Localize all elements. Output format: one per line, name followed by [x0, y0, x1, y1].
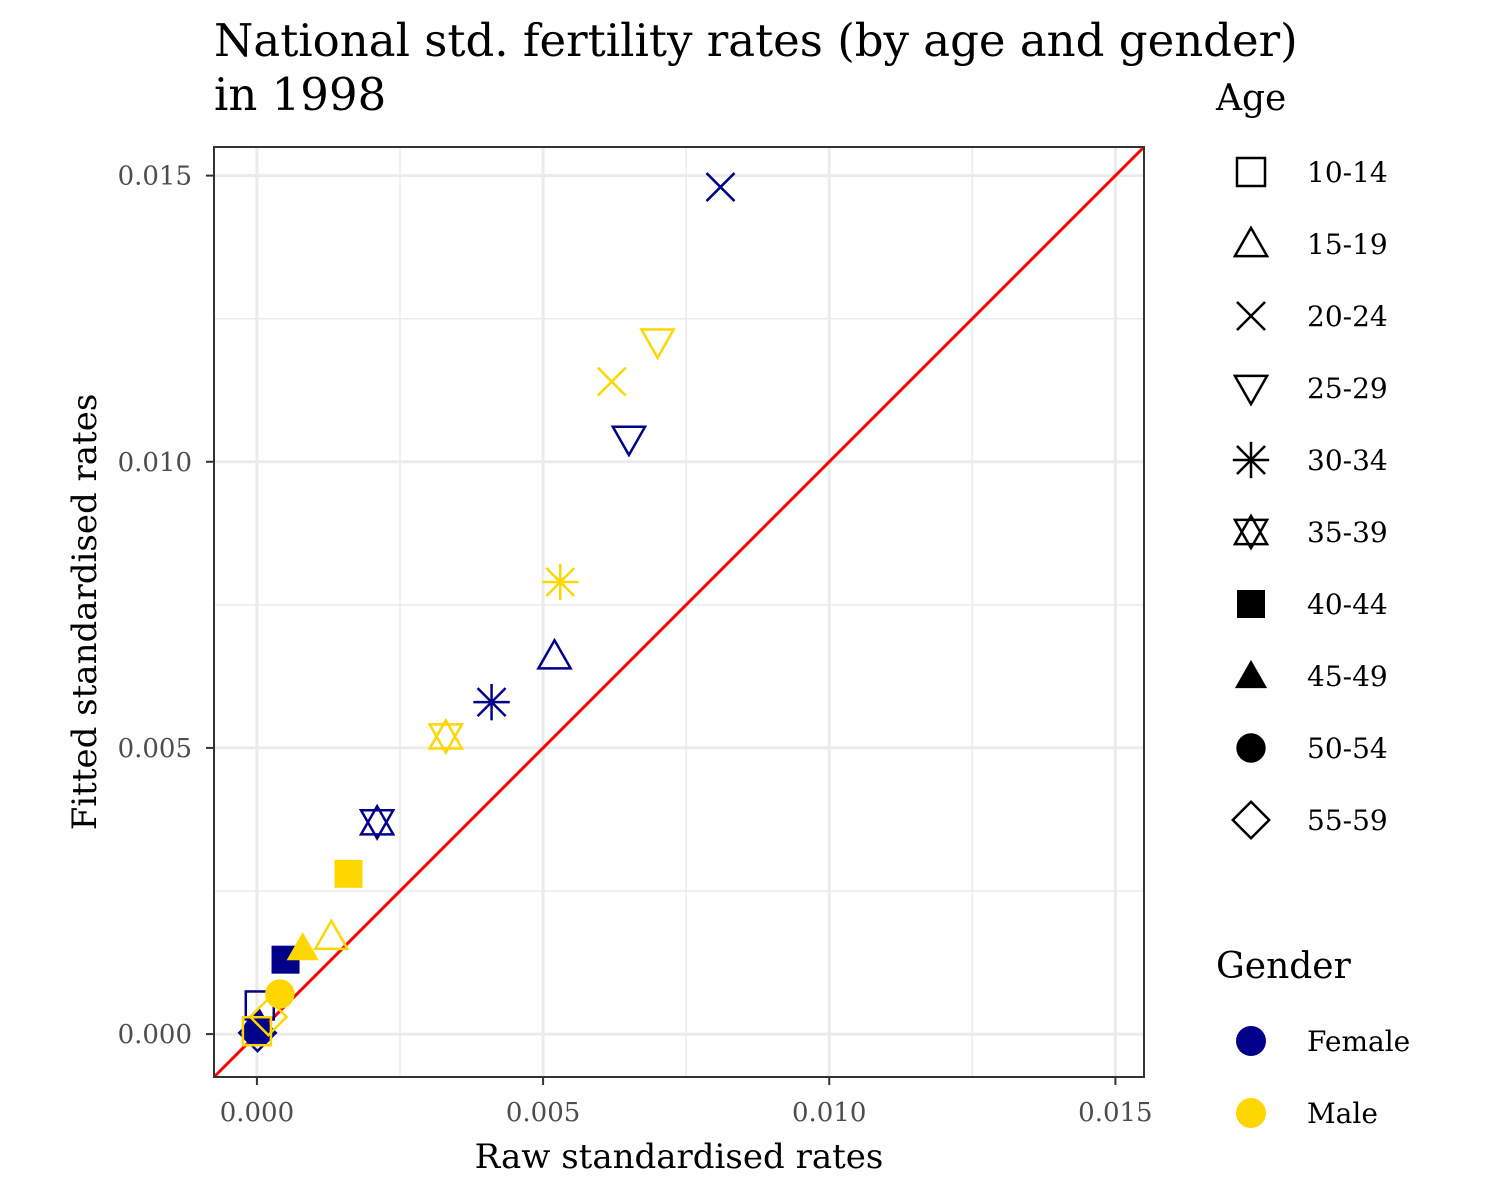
- legend-key-10-14: [1235, 156, 1267, 188]
- point-male-15-19: [313, 918, 350, 951]
- legend-label-male: Male: [1307, 1097, 1378, 1130]
- legend-label-15-19: 15-19: [1307, 228, 1388, 261]
- chart-title-line-1: National std. fertility rates (by age an…: [214, 14, 1298, 67]
- legend-label-female: Female: [1307, 1025, 1410, 1058]
- legend-key-45-49: [1234, 659, 1268, 689]
- x-axis: 0.000 0.005 0.010 0.015: [220, 1077, 1153, 1128]
- point-female-35-39: [358, 803, 396, 841]
- legend-key-15-19: [1232, 225, 1270, 258]
- x-tick-label: 0.005: [506, 1098, 580, 1128]
- legend-key-20-24: [1236, 301, 1266, 331]
- y-axis-title: Fitted standardised rates: [65, 394, 105, 831]
- legend-label-55-59: 55-59: [1307, 804, 1388, 837]
- legend-key-40-44: [1237, 590, 1265, 618]
- point-female-15-19: [536, 637, 573, 670]
- legend-key-female: [1236, 1026, 1266, 1056]
- age-legend: Age 10-14 15-19 20-24 25-29 30-34 35-39 40-44 4…: [1215, 78, 1388, 840]
- legend-key-50-54: [1236, 733, 1266, 763]
- point-male-40-44: [334, 859, 363, 888]
- legend-label-30-34: 30-34: [1307, 444, 1388, 477]
- point-male-35-39: [427, 717, 465, 756]
- point-male-20-24: [596, 366, 627, 397]
- point-male-50-54: [265, 979, 295, 1009]
- legend-label-50-54: 50-54: [1307, 732, 1388, 765]
- y-tick-label: 0.000: [118, 1020, 192, 1050]
- gender-legend-title: Gender: [1216, 946, 1352, 987]
- y-tick-label: 0.015: [118, 162, 192, 192]
- legend-label-25-29: 25-29: [1307, 372, 1388, 405]
- legend-key-30-34: [1232, 441, 1270, 479]
- point-male-30-34: [542, 563, 579, 601]
- plot-panel-border: [213, 146, 1145, 1078]
- legend-key-male: [1236, 1098, 1266, 1128]
- point-female-55-59: [237, 1012, 278, 1053]
- y-tick-label: 0.005: [118, 734, 192, 764]
- x-tick-label: 0.000: [220, 1098, 294, 1128]
- x-tick-label: 0.010: [792, 1098, 866, 1128]
- point-female-20-24: [705, 172, 736, 202]
- x-tick-label: 0.015: [1078, 1098, 1152, 1128]
- data-points: [237, 172, 736, 1053]
- x-axis-title: Raw standardised rates: [475, 1137, 884, 1177]
- legend-label-40-44: 40-44: [1307, 588, 1388, 621]
- legend-label-20-24: 20-24: [1307, 300, 1388, 333]
- point-female-25-29: [610, 425, 648, 458]
- gender-legend: Gender Female Male: [1216, 946, 1410, 1130]
- legend-label-35-39: 35-39: [1307, 516, 1388, 549]
- legend-label-45-49: 45-49: [1307, 660, 1388, 693]
- point-male-55-59: [248, 996, 289, 1037]
- age-legend-title: Age: [1215, 78, 1286, 119]
- legend-key-55-59: [1231, 800, 1271, 840]
- identity-reference-line: [212, 145, 1146, 1079]
- point-male-45-49: [286, 932, 319, 961]
- point-male-25-29: [639, 328, 676, 361]
- legend-label-10-14: 10-14: [1307, 156, 1388, 189]
- chart-title-line-2: in 1998: [214, 68, 387, 121]
- point-female-50-54: [242, 1016, 273, 1046]
- point-female-30-34: [473, 683, 510, 721]
- legend-key-25-29: [1232, 374, 1270, 407]
- y-tick-label: 0.010: [118, 448, 192, 478]
- y-axis: 0.000 0.005 0.010 0.015: [118, 162, 214, 1050]
- legend-key-35-39: [1232, 513, 1270, 551]
- grid: [214, 147, 1144, 1077]
